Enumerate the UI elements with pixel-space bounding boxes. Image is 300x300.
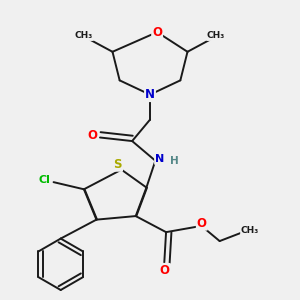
Text: O: O — [197, 217, 207, 230]
Text: CH₃: CH₃ — [241, 226, 259, 235]
Text: O: O — [87, 129, 97, 142]
Text: Cl: Cl — [39, 176, 51, 185]
Text: O: O — [152, 26, 162, 39]
Text: H: H — [169, 156, 178, 166]
Text: CH₃: CH₃ — [207, 31, 225, 40]
Text: S: S — [114, 158, 122, 171]
Text: N: N — [155, 154, 164, 164]
Text: N: N — [145, 88, 155, 101]
Text: CH₃: CH₃ — [75, 31, 93, 40]
Text: O: O — [159, 264, 169, 277]
